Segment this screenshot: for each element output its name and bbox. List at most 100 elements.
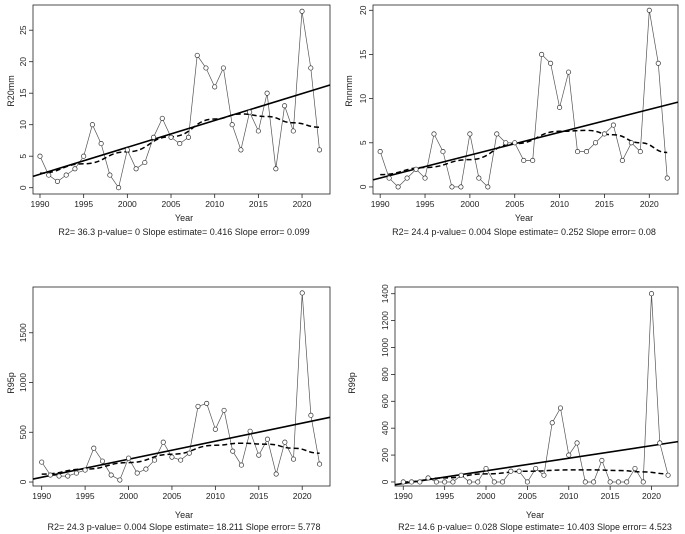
x-tick-label: 2000 (118, 199, 137, 209)
panel-r99p-xlabel: Year (526, 510, 544, 520)
y-tick-label: 600 (380, 394, 390, 408)
data-point-r20mm (46, 172, 52, 178)
data-point-r20mm (282, 103, 288, 109)
data-point-r99p (624, 479, 630, 485)
y-tick-label: 0 (358, 184, 368, 189)
plot-frame (394, 286, 679, 487)
x-tick-label: 2005 (162, 491, 181, 501)
data-point-r95p (264, 436, 271, 442)
x-tick-label: 2020 (642, 491, 661, 501)
data-point-r95p (143, 466, 149, 472)
data-point-rnnmm (619, 157, 625, 163)
panel-r99p-stats: R2= 14.6 p-value= 0.028 Slope estimate= … (398, 522, 672, 532)
data-point-r20mm (116, 185, 122, 191)
data-point-rnnmm (592, 140, 599, 146)
panel-rnnmm-xlabel: Year (515, 213, 533, 223)
data-point-r99p (450, 479, 456, 485)
x-tick-label: 1990 (371, 199, 390, 209)
data-point-r20mm (159, 115, 165, 121)
data-point-r95p (282, 439, 288, 445)
data-point-r99p (549, 420, 555, 426)
data-point-rnnmm (530, 157, 536, 163)
data-point-r20mm (63, 172, 69, 178)
data-point-r95p (152, 457, 158, 463)
data-point-rnnmm (583, 149, 590, 155)
data-point-r20mm (273, 166, 279, 172)
x-tick-label: 2005 (162, 199, 181, 209)
data-point-r99p (574, 440, 580, 446)
panel-rnnmm-stats: R2= 24.4 p-value= 0.004 Slope estimate= … (392, 227, 656, 237)
data-point-r95p (238, 462, 244, 468)
data-point-rnnmm (476, 175, 482, 181)
panel-r95p-stats: R2= 24.3 p-value= 0.004 Slope estimate= … (47, 522, 320, 532)
data-point-rnnmm (458, 184, 464, 190)
data-point-rnnmm (574, 149, 581, 155)
data-point-r95p (186, 450, 192, 456)
data-point-r95p (99, 458, 106, 464)
data-point-r99p (408, 479, 415, 485)
data-point-r99p (607, 479, 613, 485)
data-point-r20mm (264, 90, 270, 96)
data-point-rnnmm (521, 157, 527, 163)
data-point-r99p (591, 479, 597, 485)
data-point-rnnmm (449, 184, 455, 190)
x-tick-label: 1990 (31, 199, 50, 209)
data-point-r99p (541, 472, 547, 478)
data-point-r20mm (168, 134, 174, 140)
data-point-r95p (221, 407, 227, 413)
data-point-r99p (524, 479, 530, 485)
y-tick-label: 15 (18, 88, 28, 98)
data-point-r99p (632, 465, 638, 472)
data-point-r20mm (107, 172, 113, 178)
x-tick-label: 2000 (119, 491, 138, 501)
data-point-r20mm (203, 65, 209, 71)
data-point-r99p (475, 479, 481, 485)
y-tick-label: 200 (380, 448, 390, 462)
x-tick-label: 2010 (205, 199, 224, 209)
data-point-r95p (82, 467, 88, 473)
y-tick-label: 1000 (18, 373, 28, 392)
panel-r95p-ylabel: R95p (6, 372, 16, 394)
y-tick-label: 25 (18, 25, 28, 35)
x-tick-label: 1995 (416, 199, 435, 209)
data-point-r99p (400, 479, 406, 485)
data-point-r95p (290, 456, 297, 462)
data-point-rnnmm (610, 122, 616, 128)
data-point-r99p (533, 465, 539, 472)
x-tick-label: 2005 (518, 491, 537, 501)
data-point-r95p (230, 448, 236, 454)
data-point-rnnmm (512, 140, 518, 146)
x-tick-label: 1995 (74, 199, 93, 209)
data-point-r20mm (98, 141, 104, 147)
x-tick-label: 2020 (293, 199, 312, 209)
data-point-r95p (134, 470, 140, 476)
x-tick-label: 2005 (505, 199, 524, 209)
y-tick-label: 20 (18, 57, 28, 67)
panel-rnnmm: 1990 1995 2000 2005 2010 2015 2020 0 5 10 15 20 Rnn… (344, 4, 679, 237)
data-point-r20mm (185, 134, 192, 140)
x-tick-label: 2010 (206, 491, 225, 501)
data-point-r99p (508, 468, 514, 474)
panel-r95p: 1990 1995 2000 2005 2010 2015 2020 0 500 1000 1500… (6, 286, 331, 532)
y-tick-label: 0 (18, 479, 28, 484)
data-point-rnnmm (485, 184, 491, 190)
plot-frame (372, 4, 679, 195)
data-point-r95p (247, 428, 253, 434)
data-point-rnnmm (494, 131, 500, 137)
data-point-r99p (648, 291, 655, 297)
data-point-r99p (442, 479, 448, 485)
data-point-r99p (665, 472, 671, 478)
x-tick-label: 2015 (595, 199, 614, 209)
data-point-r20mm (316, 147, 323, 153)
data-point-r20mm (238, 147, 244, 153)
y-tick-label: 800 (380, 367, 390, 381)
panel-r20mm: 1990 1995 2000 2005 2010 2015 2020 0 5 10 15 20 25 R… (6, 4, 331, 237)
data-point-r99p (458, 472, 464, 478)
data-point-r95p (160, 439, 166, 445)
panel-rnnmm-ylabel: Rnnmm (344, 75, 354, 107)
data-point-r99p (466, 479, 473, 485)
data-point-rnnmm (422, 175, 428, 181)
x-tick-label: 1990 (394, 491, 413, 501)
data-point-rnnmm (395, 184, 401, 190)
